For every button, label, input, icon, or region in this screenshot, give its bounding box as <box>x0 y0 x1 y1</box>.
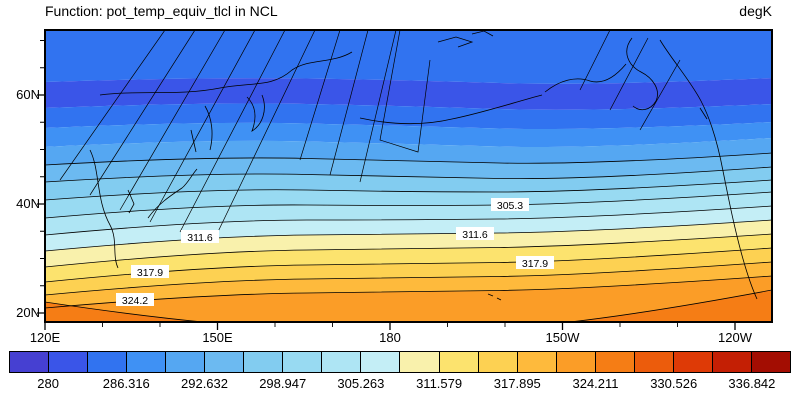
colorbar-tick-label: 298.947 <box>259 376 307 391</box>
colorbar-box <box>555 351 596 373</box>
colorbar-box <box>672 351 713 373</box>
contour-band <box>45 103 772 130</box>
colorbar-tick-label: 317.895 <box>493 376 541 391</box>
contour-label-mask <box>131 265 169 278</box>
colorbar-tick-label: 336.842 <box>728 376 776 391</box>
x-tick-label-120E: 120E <box>30 330 61 345</box>
contour-line <box>45 166 772 183</box>
contour-label: 311.6 <box>187 232 213 244</box>
colorbar-box <box>399 351 440 373</box>
contour-line <box>45 261 772 296</box>
contour-band <box>45 220 772 267</box>
contour-label-mask <box>181 230 219 243</box>
contour-label: 324.2 <box>122 295 148 307</box>
colorbar-box <box>477 351 518 373</box>
minor-ticks <box>40 40 678 327</box>
contour-label: 311.6 <box>462 229 488 241</box>
contour-lines <box>45 152 772 322</box>
contour-band <box>45 122 772 147</box>
contour-line <box>45 289 772 322</box>
colorbar-box <box>750 351 791 373</box>
contour-map: 305.3 311.6 311.6 317.9 317.9 324.2 60N 40N 2… <box>16 29 773 345</box>
y-tick-label-40N: 40N <box>16 196 40 211</box>
contour-band <box>45 167 772 200</box>
contour-line <box>45 275 772 309</box>
colorbar-box <box>633 351 674 373</box>
plot-frame <box>44 29 773 323</box>
contour-line <box>45 247 772 283</box>
contour-band <box>45 192 772 235</box>
colorbar-box <box>9 351 50 373</box>
colorbar-box <box>126 351 167 373</box>
colorbar-tick-label: 292.632 <box>181 376 228 391</box>
contour-label: 305.3 <box>497 200 523 212</box>
contour-line <box>45 179 772 201</box>
x-tick-label-150W: 150W <box>546 330 581 345</box>
colorbar-box <box>360 351 401 373</box>
contour-label-mask <box>116 293 154 306</box>
x-tick-label-150E: 150E <box>202 330 233 345</box>
colorbar: 280 286.316 292.632 298.947 305.263 311.579 31… <box>9 351 791 399</box>
x-tick-label-120W: 120W <box>718 330 753 345</box>
contour-label-mask <box>491 198 529 211</box>
contour-band <box>45 180 772 218</box>
contour-line <box>45 152 772 166</box>
colorbar-box <box>594 351 635 373</box>
contour-line <box>45 191 772 219</box>
colorbar-box <box>243 351 284 373</box>
contour-label: 317.9 <box>522 258 548 270</box>
map-overlay-lines <box>59 30 681 239</box>
title-row: Function: pot_temp_equiv_tlcl in NCL deg… <box>45 3 772 19</box>
colorbar-box <box>282 351 323 373</box>
colorbar-tick-label: 330.526 <box>650 376 698 391</box>
colorbar-box <box>48 351 89 373</box>
contour-band <box>45 78 772 110</box>
contour-label-mask <box>456 227 494 240</box>
contour-line <box>45 233 772 268</box>
colorbar-tick-label: 311.579 <box>416 376 463 391</box>
units-label: degK <box>739 3 772 19</box>
y-tick-label-20N: 20N <box>16 305 40 320</box>
colorbar-box <box>87 351 128 373</box>
contour-band <box>45 234 772 282</box>
coastline-asia <box>89 51 353 269</box>
contour-label-group: 305.3 311.6 311.6 317.9 317.9 324.2 <box>116 198 554 307</box>
colorbar-box <box>516 351 557 373</box>
colorbar-tick-label: 280 <box>37 376 59 391</box>
contour-band <box>45 153 772 182</box>
contour-band <box>45 290 772 322</box>
contour-label: 317.9 <box>137 267 163 279</box>
colorbar-tick-label: 324.211 <box>572 376 619 391</box>
contour-band <box>45 138 772 165</box>
colorbar-tick-label: 305.263 <box>337 376 385 391</box>
x-tick-label-180: 180 <box>379 330 401 345</box>
contour-label-mask <box>516 256 554 269</box>
colorbar-tick-label: 286.316 <box>102 376 150 391</box>
colorbar-box <box>711 351 752 373</box>
axis-tick-labels: 60N 40N 20N 120E 150E 180 150W 120W <box>16 87 753 345</box>
axis-ticks <box>37 40 736 330</box>
colorbar-box <box>165 351 206 373</box>
y-tick-label-60N: 60N <box>16 87 40 102</box>
colorbar-box <box>438 351 479 373</box>
colorbar-box <box>204 351 245 373</box>
colorbar-boxes <box>9 351 791 373</box>
filled-contour-bands <box>45 30 772 322</box>
major-ticks <box>37 94 736 330</box>
colorbar-box <box>321 351 362 373</box>
contour-band <box>45 206 772 251</box>
plot-title: Function: pot_temp_equiv_tlcl in NCL <box>45 3 278 19</box>
contour-band <box>45 248 772 295</box>
contour-band <box>45 30 772 84</box>
contour-line <box>45 205 772 236</box>
